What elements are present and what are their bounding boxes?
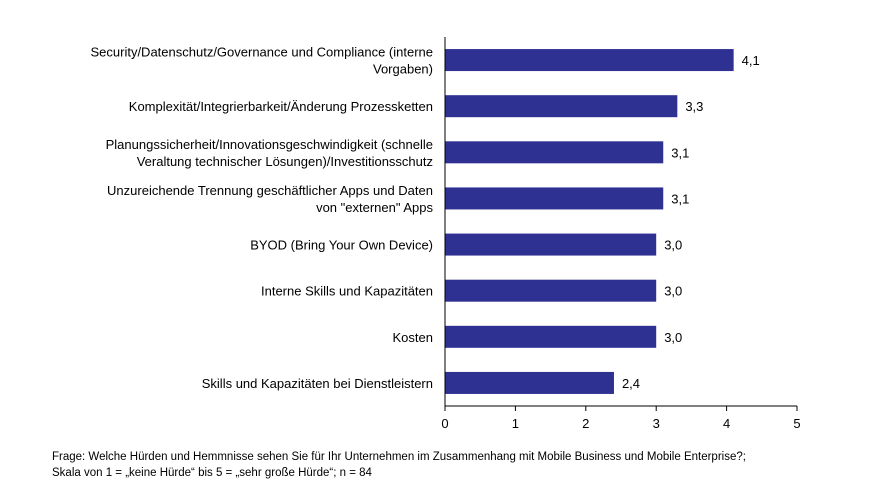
footnote-scale: Skala von 1 = „keine Hürde“ bis 5 = „seh…: [52, 467, 372, 479]
bar: [445, 233, 657, 256]
data-label: 4,1: [742, 53, 760, 68]
category-label: von "externen" Apps: [316, 200, 433, 215]
data-label: 3,1: [671, 145, 689, 160]
x-tick-label: 0: [441, 416, 448, 431]
bar: [445, 371, 614, 394]
bar: [445, 325, 657, 348]
data-label: 3,1: [671, 191, 689, 206]
category-label: Planungssicherheit/Innovationsgeschwindi…: [106, 137, 433, 152]
bar: [445, 49, 734, 72]
x-tick-label: 4: [723, 416, 730, 431]
category-label: Veraltung technischer Lösungen)/Investit…: [137, 154, 433, 169]
bar-chart: 4,1 Security/Datenschutz/Governance und C…: [90, 37, 801, 431]
x-tick-label: 5: [793, 416, 800, 431]
x-tick-label: 2: [582, 416, 589, 431]
footnote: Frage: Welche Hürden und Hemmnisse sehen…: [52, 449, 746, 481]
bar: [445, 187, 664, 210]
bar: [445, 279, 657, 302]
bar: [445, 95, 678, 118]
data-label: 3,0: [664, 284, 682, 299]
data-label: 3,0: [664, 330, 682, 345]
category-label: Vorgaben): [373, 62, 433, 77]
category-label: Kosten: [393, 330, 433, 345]
category-label: BYOD (Bring Your Own Device): [250, 238, 433, 253]
category-label: Unzureichende Trennung geschäftlicher Ap…: [107, 183, 433, 198]
data-label: 3,3: [685, 99, 703, 114]
category-label: Security/Datenschutz/Governance und Comp…: [90, 45, 433, 60]
data-label: 2,4: [622, 376, 640, 391]
data-label: 3,0: [664, 238, 682, 253]
x-tick-label: 3: [653, 416, 660, 431]
bar: [445, 141, 664, 164]
footnote-question: Frage: Welche Hürden und Hemmnisse sehen…: [52, 451, 746, 463]
category-label: Interne Skills und Kapazitäten: [261, 284, 433, 299]
x-tick-label: 1: [512, 416, 519, 431]
category-label: Skills und Kapazitäten bei Dienstleister…: [202, 376, 433, 391]
category-label: Komplexität/Integrierbarkeit/Änderung Pr…: [129, 99, 433, 114]
